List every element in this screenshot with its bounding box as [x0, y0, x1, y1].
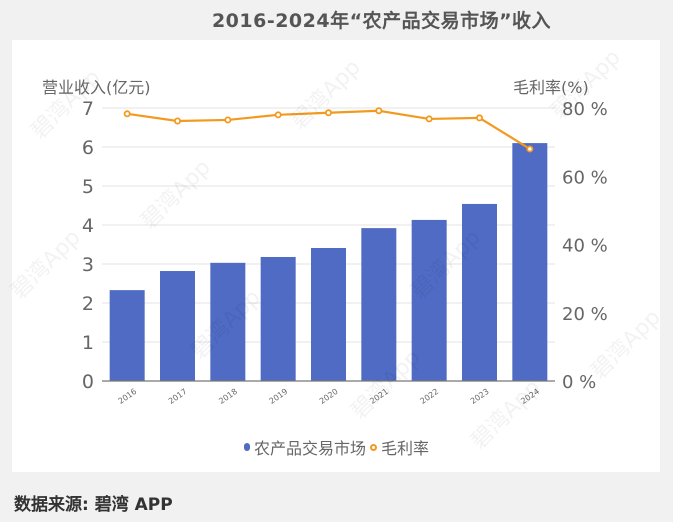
margin-point-2019 [274, 111, 282, 119]
margin-point-2024 [526, 145, 534, 153]
x-tick-label: 2018 [217, 387, 239, 406]
left-tick-label: 5 [82, 176, 94, 198]
x-tick-label: 2016 [117, 387, 139, 406]
margin-point-2023 [475, 114, 483, 122]
right-axis-title: 毛利率(%) [513, 78, 589, 97]
left-tick-label: 0 [82, 371, 94, 393]
margin-point-2022 [425, 115, 433, 123]
x-tick-label: 2022 [419, 387, 441, 406]
x-tick-label: 2020 [318, 387, 340, 406]
bar-2023 [462, 203, 497, 381]
legend-line-label: 毛利率 [381, 439, 430, 458]
right-tick-label: 0 % [562, 372, 596, 393]
bar-2021 [361, 228, 397, 381]
left-tick-label: 6 [82, 137, 94, 159]
data-source: 数据来源: 碧湾 APP [14, 495, 173, 515]
bar-2017 [160, 271, 195, 381]
bar-2020 [311, 248, 346, 381]
left-tick-label: 1 [82, 332, 94, 354]
margin-point-2017 [173, 117, 181, 125]
bar-2024 [512, 143, 548, 381]
left-tick-label: 3 [82, 254, 94, 276]
chart-title: 2016-2024年“农产品交易市场”收入 [211, 10, 552, 32]
legend-bar-swatch-icon [243, 443, 250, 451]
left-tick-label: 7 [82, 98, 94, 120]
x-tick-label: 2023 [469, 387, 491, 406]
right-tick-label: 40 % [562, 236, 608, 257]
margin-point-2016 [123, 110, 131, 118]
bar-2022 [411, 219, 447, 381]
left-tick-label: 2 [82, 293, 94, 315]
x-tick-label: 2019 [268, 387, 290, 406]
left-axis-title: 营业收入(亿元) [42, 78, 151, 97]
right-tick-label: 80 % [562, 99, 608, 120]
watermark: 碧湾App [137, 155, 216, 234]
legend: 农产品交易市场 毛利率 [0, 435, 673, 459]
margin-point-2021 [375, 107, 383, 115]
bar-2019 [260, 256, 296, 381]
bar-2016 [109, 290, 145, 381]
legend-line-marker-icon [370, 443, 377, 451]
watermark: 碧湾App [287, 55, 366, 134]
watermark: 碧湾App [7, 225, 86, 304]
margin-line [127, 109, 531, 150]
bar-2018 [210, 262, 246, 381]
legend-bar-label: 农产品交易市场 [253, 439, 366, 458]
right-tick-label: 20 % [562, 304, 608, 325]
x-tick-label: 2017 [167, 387, 189, 406]
margin-point-2020 [324, 109, 332, 117]
margin-point-2018 [224, 116, 232, 124]
right-tick-label: 60 % [562, 167, 608, 188]
left-tick-label: 4 [82, 215, 94, 237]
